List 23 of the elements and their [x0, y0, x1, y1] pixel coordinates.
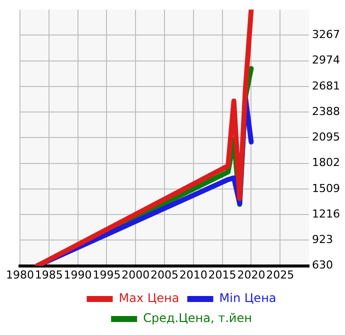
x-tick-label: 2010 — [179, 268, 208, 282]
y-tick-label: 1216 — [312, 207, 340, 220]
y-tick-label: 2388 — [312, 104, 340, 118]
x-tick-label: 2015 — [208, 268, 236, 282]
x-tick-label: 2020 — [237, 268, 266, 282]
y-tick-label: 2095 — [312, 130, 340, 144]
x-tick-label: 1995 — [92, 268, 121, 282]
y-tick-label: 2681 — [312, 79, 340, 92]
legend-label: Сред.Цена, т.йен — [143, 311, 252, 326]
y-tick-label: 923 — [312, 233, 334, 246]
x-tick-label: 2025 — [266, 268, 294, 282]
x-tick-label: 1985 — [34, 268, 63, 282]
x-tick-label: 1980 — [6, 268, 34, 282]
legend-label: Min Цена — [219, 291, 276, 306]
y-tick-label: 1509 — [312, 182, 340, 195]
y-tick-label: 2974 — [312, 54, 340, 67]
y-tick-label: 630 — [312, 258, 334, 272]
x-tick-label: 1990 — [64, 268, 92, 282]
x-tick-label: 2000 — [122, 268, 150, 282]
y-tick-label: 1802 — [312, 156, 340, 170]
legend-label: Max Цена — [118, 291, 180, 306]
x-tick-label: 2005 — [150, 268, 179, 282]
y-tick-label: 3267 — [312, 28, 340, 42]
